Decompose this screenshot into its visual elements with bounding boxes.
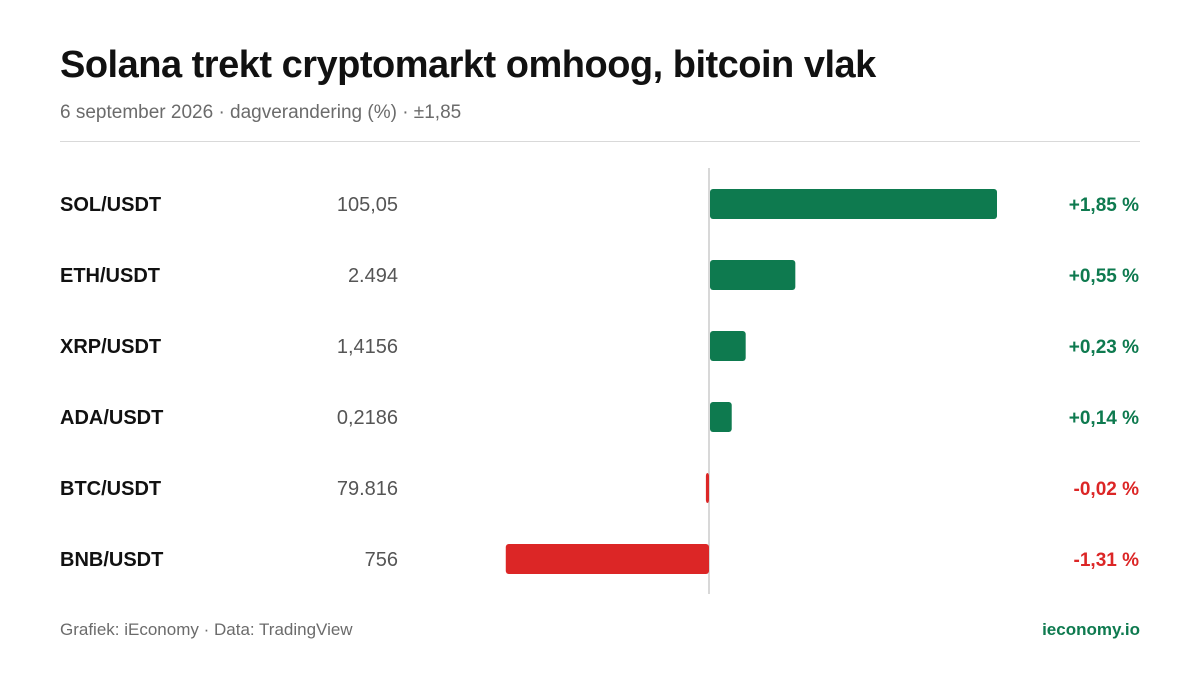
header-divider bbox=[60, 141, 1140, 142]
price-label: 756 bbox=[365, 549, 398, 571]
bar-row: ETH/USDT 2.494 +0,55 % bbox=[60, 260, 1139, 290]
price-label: 79.816 bbox=[337, 478, 398, 500]
pair-label: XRP/USDT bbox=[60, 336, 161, 358]
pair-label: ADA/USDT bbox=[60, 407, 163, 429]
bar-row: ADA/USDT 0,2186 +0,14 % bbox=[60, 402, 1139, 432]
pair-label: ETH/USDT bbox=[60, 265, 160, 287]
bar bbox=[705, 473, 709, 503]
bar bbox=[505, 544, 709, 574]
change-label: -1,31 % bbox=[1074, 550, 1140, 571]
bar bbox=[710, 260, 796, 290]
price-label: 2.494 bbox=[348, 265, 398, 287]
pair-label: BTC/USDT bbox=[60, 478, 161, 500]
bar-row: BNB/USDT 756 -1,31 % bbox=[60, 544, 1139, 574]
bar-row: XRP/USDT 1,4156 +0,23 % bbox=[60, 331, 1139, 361]
bar bbox=[710, 402, 732, 432]
price-label: 105,05 bbox=[337, 194, 398, 216]
price-label: 1,4156 bbox=[337, 336, 398, 358]
bar-row: BTC/USDT 79.816 -0,02 % bbox=[60, 473, 1139, 503]
change-label: -0,02 % bbox=[1074, 479, 1140, 500]
change-label: +0,23 % bbox=[1069, 337, 1139, 358]
brand-link[interactable]: ieconomy.io bbox=[1042, 620, 1140, 639]
source-credit: Grafiek: iEconomy · Data: TradingView bbox=[60, 620, 353, 639]
chart-subtitle: 6 september 2026 · dagverandering (%) · … bbox=[60, 102, 462, 123]
change-label: +0,55 % bbox=[1069, 266, 1139, 287]
price-label: 0,2186 bbox=[337, 407, 398, 429]
bar-row: SOL/USDT 105,05 +1,85 % bbox=[60, 189, 1139, 219]
pair-label: SOL/USDT bbox=[60, 194, 161, 216]
chart-title: Solana trekt cryptomarkt omhoog, bitcoin… bbox=[60, 44, 876, 86]
bar bbox=[710, 331, 746, 361]
bar bbox=[710, 189, 997, 219]
change-label: +1,85 % bbox=[1069, 195, 1139, 216]
pair-label: BNB/USDT bbox=[60, 549, 163, 571]
change-label: +0,14 % bbox=[1069, 408, 1139, 429]
